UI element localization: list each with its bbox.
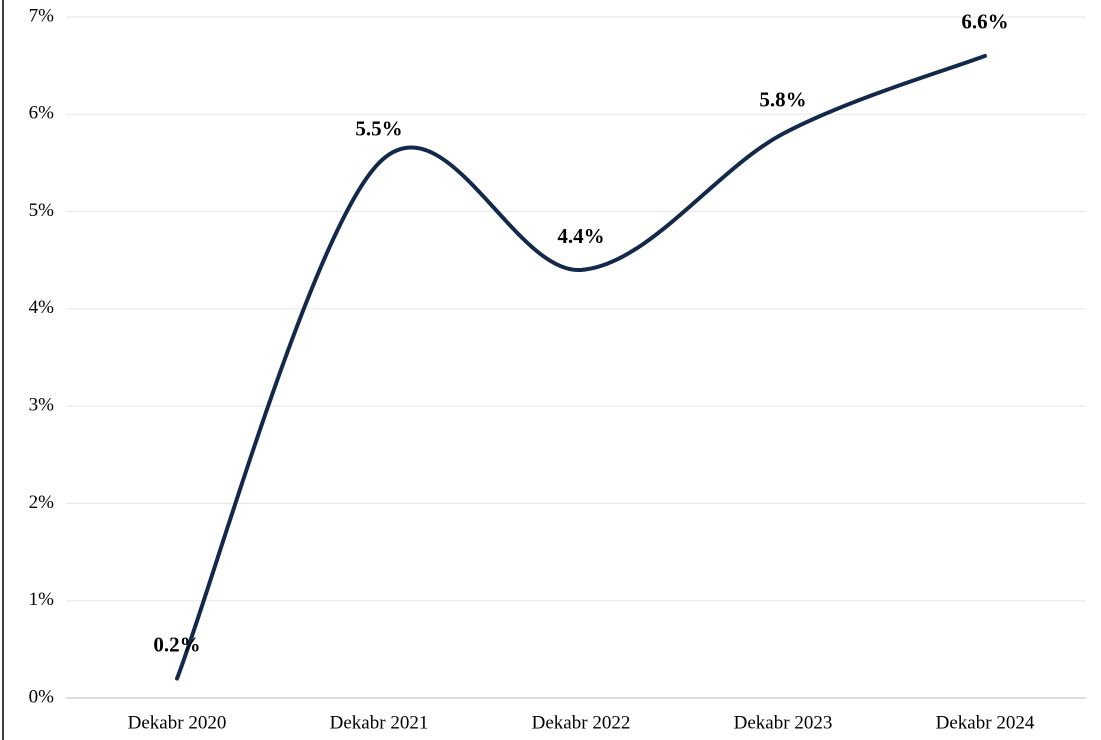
x-tick-label: Dekabr 2023 [734, 712, 833, 733]
x-tick-label: Dekabr 2022 [532, 712, 631, 733]
x-tick-label: Dekabr 2024 [936, 712, 1035, 733]
y-tick-label: 0% [29, 686, 55, 707]
data-label: 4.4% [557, 224, 604, 248]
y-tick-label: 4% [29, 297, 55, 318]
line-series [175, 53, 987, 681]
y-tick-label: 7% [29, 5, 55, 26]
data-label: 0.2% [153, 632, 200, 656]
x-tick-label: Dekabr 2021 [330, 712, 429, 733]
y-tick-label: 2% [29, 492, 55, 513]
x-tick-label: Dekabr 2020 [128, 712, 227, 733]
data-label: 6.6% [961, 10, 1008, 34]
y-tick-label: 1% [29, 589, 55, 610]
y-tick-label: 5% [29, 200, 55, 221]
data-label: 5.8% [759, 88, 806, 112]
y-tick-label: 6% [29, 103, 55, 124]
data-label: 5.5% [355, 117, 402, 141]
y-tick-label: 3% [29, 395, 55, 416]
